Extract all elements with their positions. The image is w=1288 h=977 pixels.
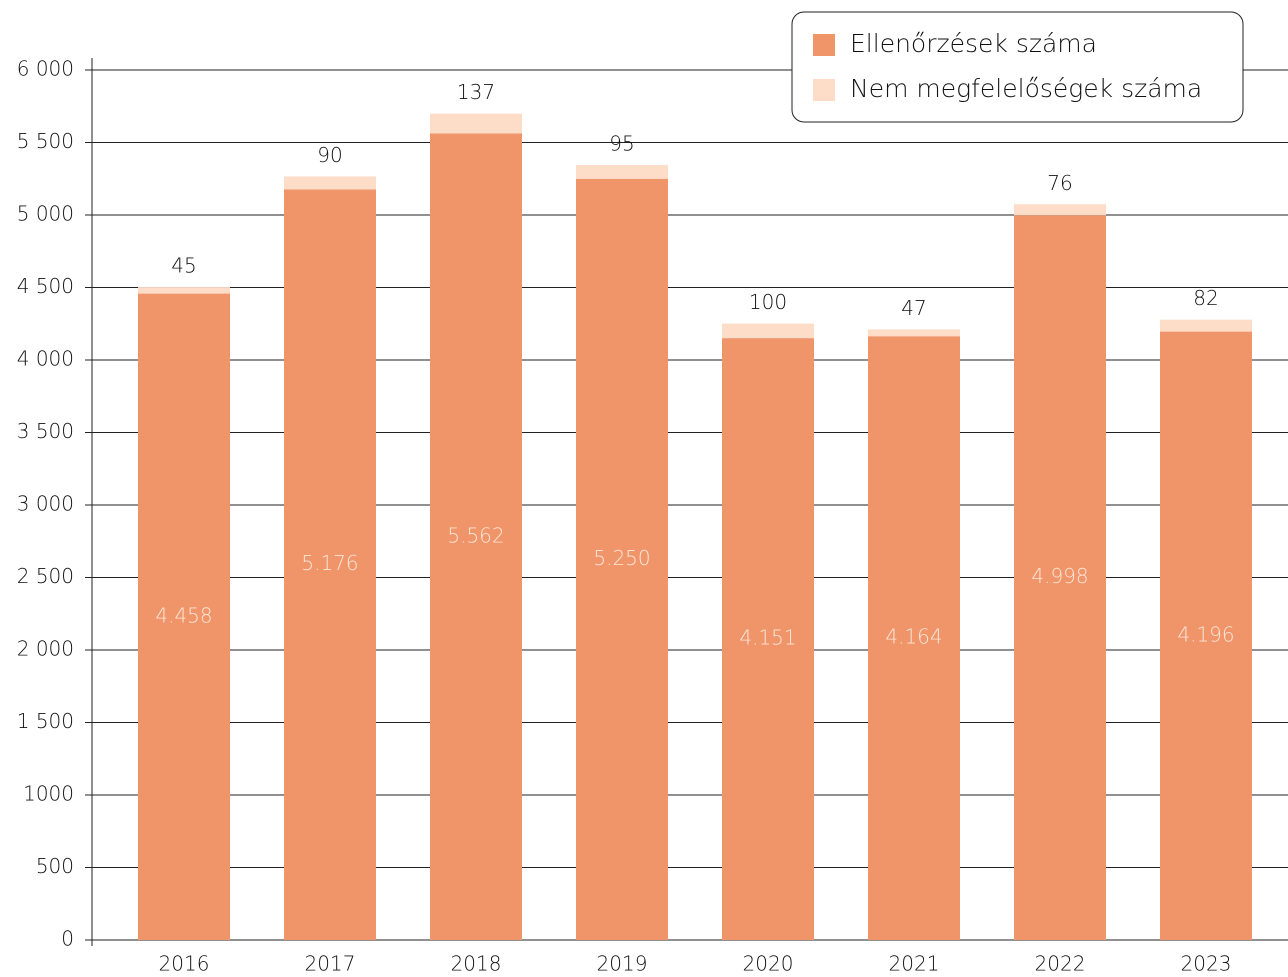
bar-segment	[1160, 331, 1252, 941]
legend-swatch	[813, 79, 835, 101]
y-tick-label: 6 000	[17, 57, 74, 81]
y-tick-label: 4 500	[17, 274, 74, 298]
value-label: 82	[1193, 286, 1218, 310]
legend-label: Ellenőrzések száma	[850, 29, 1097, 58]
x-tick-label: 2022	[1035, 952, 1086, 976]
x-tick-label: 2016	[159, 952, 210, 976]
value-label: 5.250	[593, 546, 650, 570]
y-tick-label: 2 000	[17, 637, 74, 661]
bar-segment	[576, 178, 668, 940]
bar-segment	[576, 164, 668, 179]
y-tick-label: 1 500	[17, 709, 74, 733]
bar-segment	[284, 189, 376, 941]
x-tick-label: 2018	[451, 952, 502, 976]
value-label: 100	[749, 290, 787, 314]
value-label: 5.562	[447, 523, 504, 547]
bar-segment	[138, 287, 230, 294]
x-tick-label: 2020	[743, 952, 794, 976]
value-label: 4.458	[155, 603, 212, 627]
value-label: 4.151	[739, 626, 796, 650]
x-tick-label: 2021	[889, 952, 940, 976]
legend-swatch	[813, 34, 835, 56]
y-tick-label: 500	[36, 854, 74, 878]
value-label: 137	[457, 80, 495, 104]
value-label: 47	[901, 296, 926, 320]
y-tick-label: 5 000	[17, 202, 74, 226]
value-label: 4.998	[1031, 564, 1088, 588]
bar-segment	[1014, 215, 1106, 941]
bar-segment	[868, 329, 960, 337]
value-label: 45	[171, 254, 196, 278]
value-label: 95	[609, 131, 634, 155]
bar-segment	[1014, 204, 1106, 216]
bar-segment	[868, 336, 960, 941]
y-tick-label: 1000	[23, 782, 74, 806]
value-label: 4.164	[885, 625, 942, 649]
y-tick-label: 3 500	[17, 419, 74, 443]
x-tick-label: 2023	[1181, 952, 1232, 976]
y-tick-label: 5 500	[17, 129, 74, 153]
bar-segment	[138, 293, 230, 941]
value-label: 90	[317, 143, 342, 167]
bar-segment	[430, 113, 522, 134]
value-label: 76	[1047, 171, 1072, 195]
legend-box	[791, 11, 1244, 123]
bar-segment	[284, 176, 376, 190]
bar-segment	[1160, 319, 1252, 332]
x-tick-label: 2017	[305, 952, 356, 976]
y-tick-label: 2 500	[17, 564, 74, 588]
y-tick-label: 0	[61, 927, 74, 951]
bar-segment	[722, 323, 814, 339]
x-tick-label: 2019	[597, 952, 648, 976]
bar-segment	[430, 133, 522, 940]
value-label: 4.196	[1177, 622, 1234, 646]
legend-label: Nem megfelelőségek száma	[850, 74, 1202, 103]
bar-segment	[722, 338, 814, 941]
value-label: 5.176	[301, 551, 358, 575]
y-tick-label: 3 000	[17, 492, 74, 516]
y-tick-label: 4 000	[17, 347, 74, 371]
